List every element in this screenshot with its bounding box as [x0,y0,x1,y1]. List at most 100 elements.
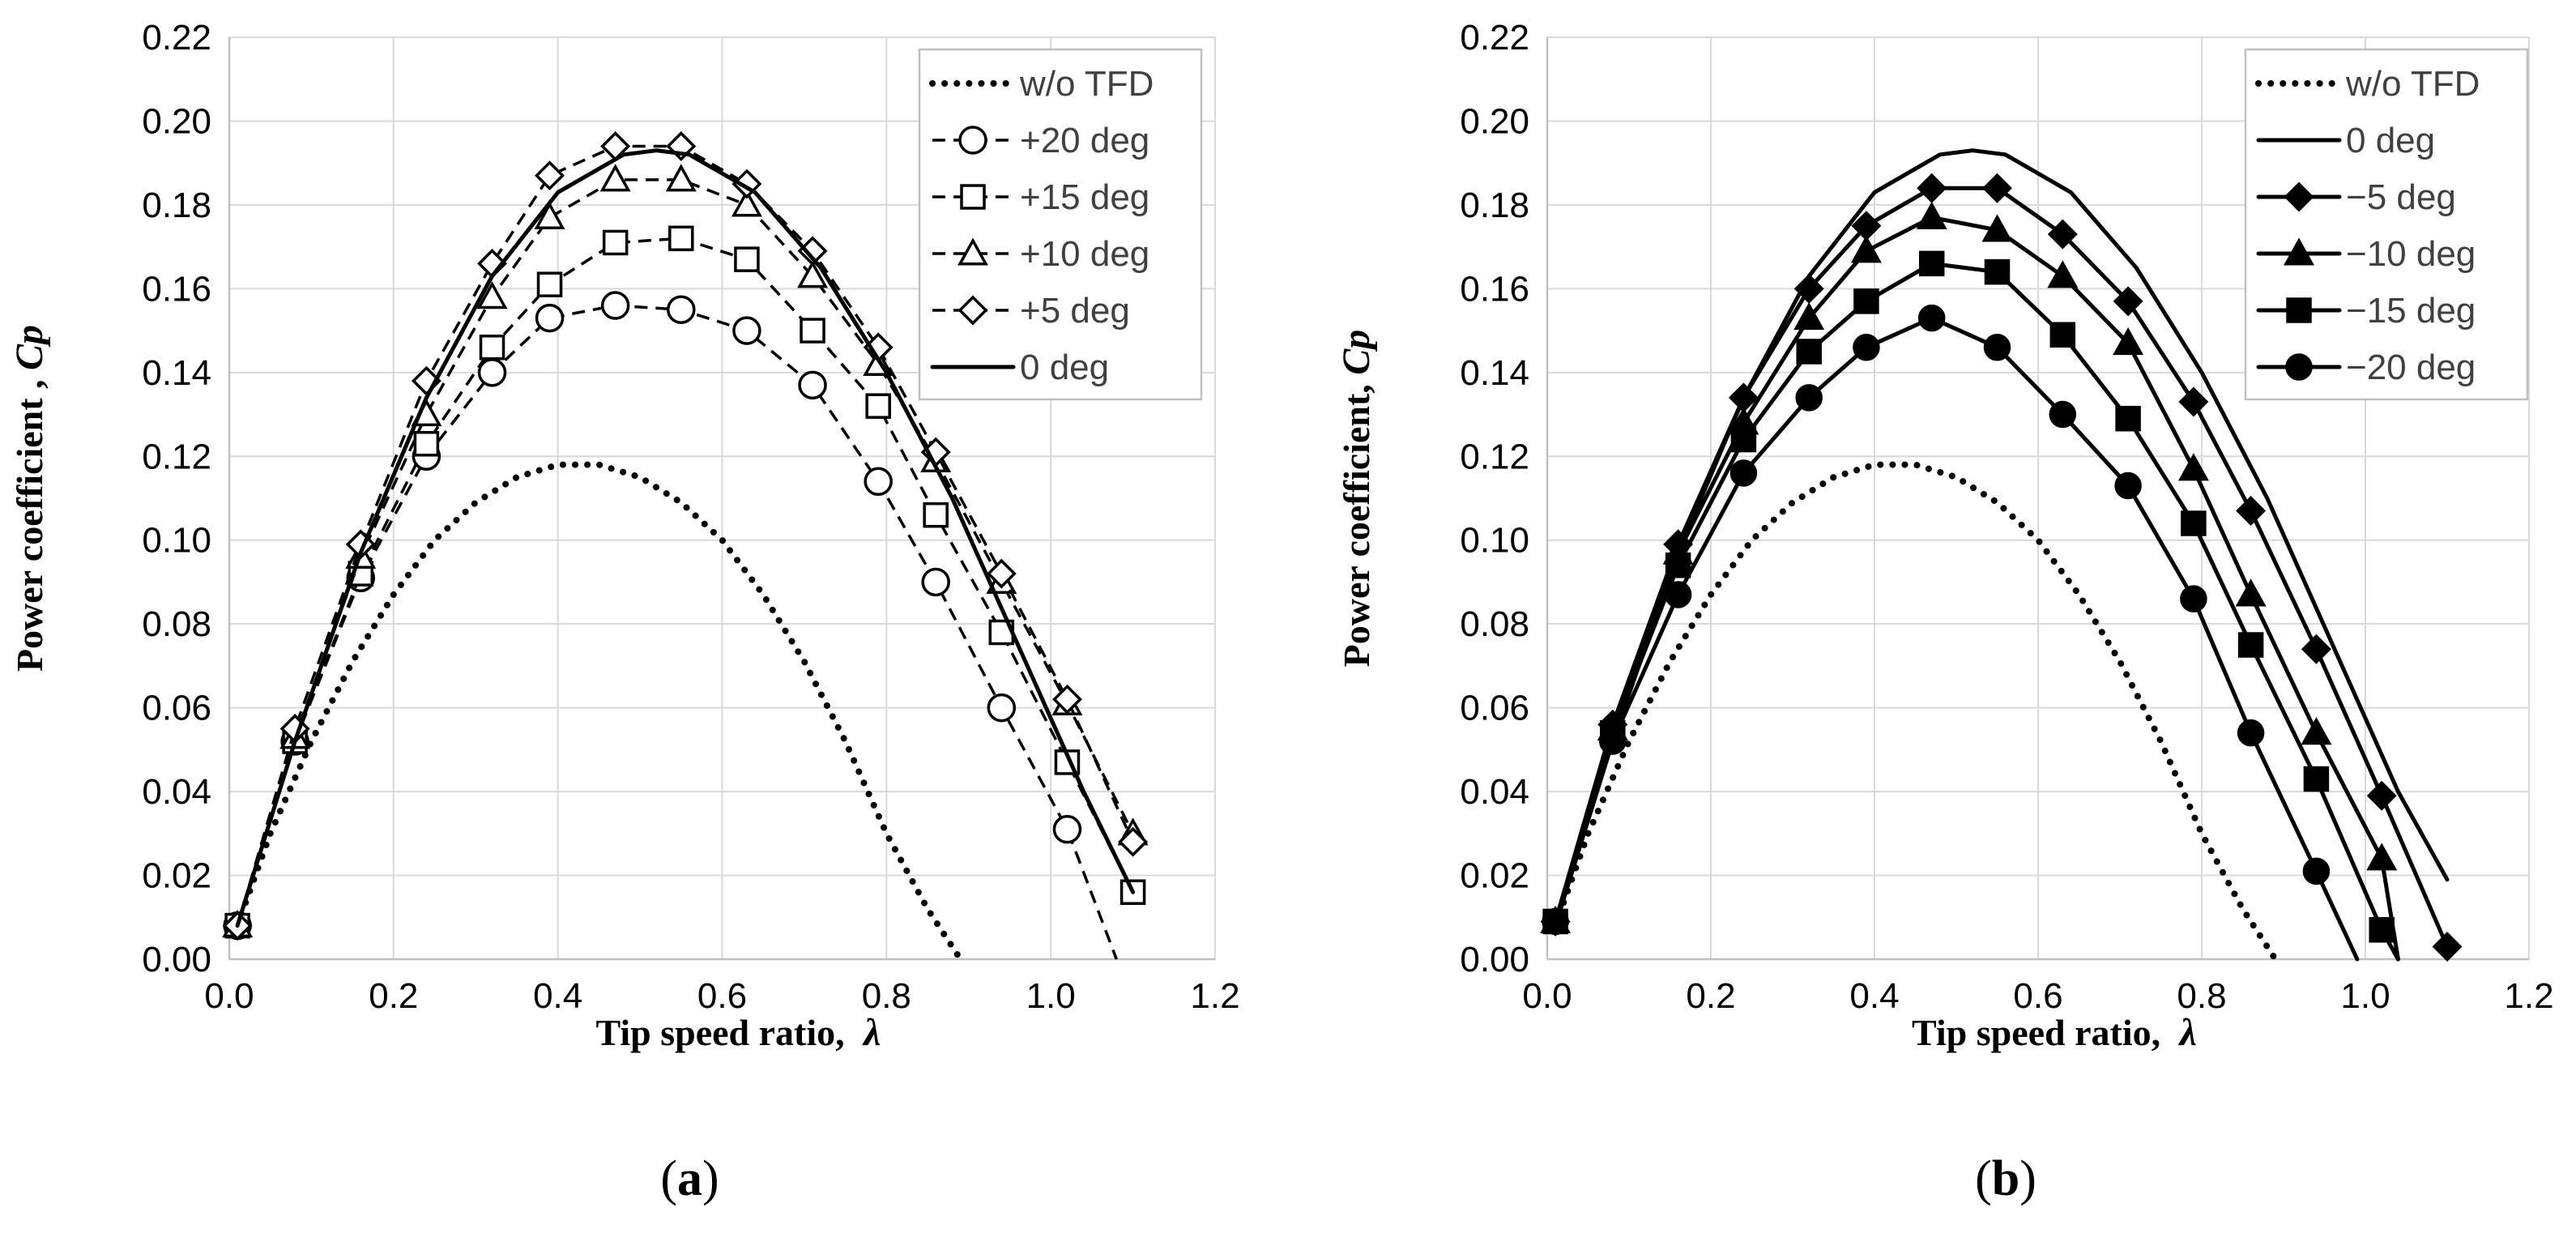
y-axis-title-b: Power coefficient, Cp [1335,330,1378,668]
x-tick-label-a-0: 0.0 [204,976,254,1016]
x-tick-label-b-0: 0.0 [1522,976,1572,1016]
legend-label-a-5: 0 deg [1020,348,1109,387]
legend-label-a-0: w/o TFD [1019,64,1154,104]
data-point-a-1-8 [732,316,761,345]
legend-label-a-1: +20 deg [1020,121,1149,160]
data-point-b-4-7 [1984,258,2011,285]
series-a-3 [222,164,1149,938]
y-tick-label-a-6: 0.12 [142,437,211,476]
y-tick-label-a-8: 0.16 [142,269,211,309]
data-point-a-2-8 [734,246,760,272]
legend-a: w/o TFD +20 deg +15 deg +10 deg +5 deg 0 deg [918,48,1203,401]
legend-label-a-3: +10 deg [1020,234,1149,274]
y-tick-label-b-2: 0.04 [1460,772,1529,812]
data-point-b-2-8 [2047,219,2078,250]
x-tick-label-a-5: 1.0 [1026,976,1076,1016]
series-line-b-0 [1552,461,2279,962]
panel-letter-b: b [1992,1151,2019,1206]
series-line-a-5 [235,148,1136,928]
y-tick-label-a-3: 0.06 [142,689,211,728]
x-tick-label-b-2: 0.4 [1849,976,1899,1016]
data-point-b-5-11 [2237,719,2265,747]
x-tick-label-a-6: 1.2 [1190,976,1239,1016]
data-point-a-3-7 [665,164,697,192]
data-point-b-2-11 [2236,496,2267,526]
series-a-5 [235,148,1136,928]
series-line-a-0 [234,461,964,962]
y-tick-label-a-5: 0.10 [142,521,211,561]
x-tick-label-b-3: 0.6 [2013,976,2062,1016]
data-point-b-3-6 [1916,201,1947,229]
data-point-a-3-8 [731,189,762,217]
legend-label-b-2: −5 deg [2346,177,2456,217]
legend-b: w/o TFD 0 deg −5 deg −10 deg −15 deg −20 deg [2244,48,2529,401]
y-tick-label-b-10: 0.20 [1460,101,1529,141]
data-point-b-5-12 [2302,857,2331,885]
data-point-b-5-7 [1983,334,2011,361]
x-tick-label-b-5: 1.0 [2340,976,2390,1016]
data-point-b-5-10 [2180,585,2207,612]
data-point-b-4-12 [2303,766,2330,792]
y-tick-label-b-9: 0.18 [1460,186,1529,225]
data-point-a-1-7 [667,295,696,324]
legend-label-b-4: −15 deg [2346,291,2476,331]
series-a-4 [222,131,1149,941]
legend-label-b-0: w/o TFD [2345,64,2480,104]
data-point-b-4-6 [1918,250,1945,277]
data-point-b-2-13 [2366,780,2397,811]
series-b-5 [1542,304,2360,962]
legend-label-a-2: +15 deg [1020,177,1149,217]
y-tick-label-a-4: 0.08 [142,604,211,644]
data-point-a-1-13 [1052,814,1082,844]
data-point-b-4-8 [2049,322,2076,348]
x-axis-title-b: Tip speed ratio, λ [1912,1011,2197,1054]
data-point-a-2-6 [602,229,629,256]
legend-marker-b-2 [2284,181,2314,212]
data-point-b-5-5 [1853,334,1880,361]
data-point-a-4-14 [1118,826,1149,857]
y-tick-label-a-10: 0.20 [142,101,211,141]
y-tick-label-a-9: 0.18 [142,186,211,225]
data-point-b-3-10 [2177,453,2209,481]
data-point-b-3-7 [1981,214,2013,242]
x-axis-title-text-a: Tip speed ratio, [596,1012,855,1053]
data-point-a-1-5 [535,303,565,333]
data-point-a-1-4 [477,358,507,387]
data-point-b-4-3 [1730,426,1757,453]
y-tick-label-a-7: 0.14 [142,353,211,393]
data-point-b-5-9 [2114,472,2142,500]
data-point-a-1-12 [987,693,1017,723]
x-axis-symbol-a: λ [862,1011,881,1054]
data-point-b-3-8 [2047,260,2079,288]
data-point-a-4-12 [986,558,1017,589]
series-line-b-5 [1553,316,2360,962]
legend-label-a-4: +5 deg [1020,291,1130,331]
legend-label-b-5: −20 deg [2346,348,2476,387]
legend-marker-b-3 [2284,237,2314,266]
y-tick-label-b-4: 0.08 [1460,604,1529,644]
series-a-2 [224,225,1146,939]
data-point-a-1-10 [864,467,893,497]
legend-box-a [918,48,1203,401]
data-point-a-1-6 [600,291,630,320]
data-point-b-3-5 [1850,235,1882,263]
x-axis-symbol-b: λ [2178,1011,2197,1054]
x-tick-label-a-1: 0.2 [369,976,418,1016]
chart-panel-b: 0.0 0.2 0.4 0.6 0.8 1.0 1.2 0.00 0.02 0.04 0.06 0.0… [1335,18,2554,1206]
data-point-b-2-9 [2113,286,2143,317]
data-point-b-5-4 [1795,384,1823,412]
data-point-b-4-5 [1853,288,1879,314]
y-tick-label-b-11: 0.22 [1460,18,1529,58]
legend-marker-a-4 [957,295,988,326]
x-axis-title-a: Tip speed ratio, λ [596,1011,881,1054]
legend-marker-a-1 [958,126,987,155]
data-point-b-5-0 [1542,907,1569,936]
legend-label-b-1: 0 deg [2346,121,2435,160]
y-axis-symbol-a: Cp [8,325,51,370]
data-point-a-4-5 [535,160,565,191]
data-point-a-2-4 [479,335,505,361]
y-tick-label-b-3: 0.06 [1460,689,1529,728]
y-tick-label-b-1: 0.02 [1460,856,1529,896]
y-axis-title-text-b: Power coefficient, [1336,375,1377,668]
data-point-b-2-6 [1917,173,1947,203]
